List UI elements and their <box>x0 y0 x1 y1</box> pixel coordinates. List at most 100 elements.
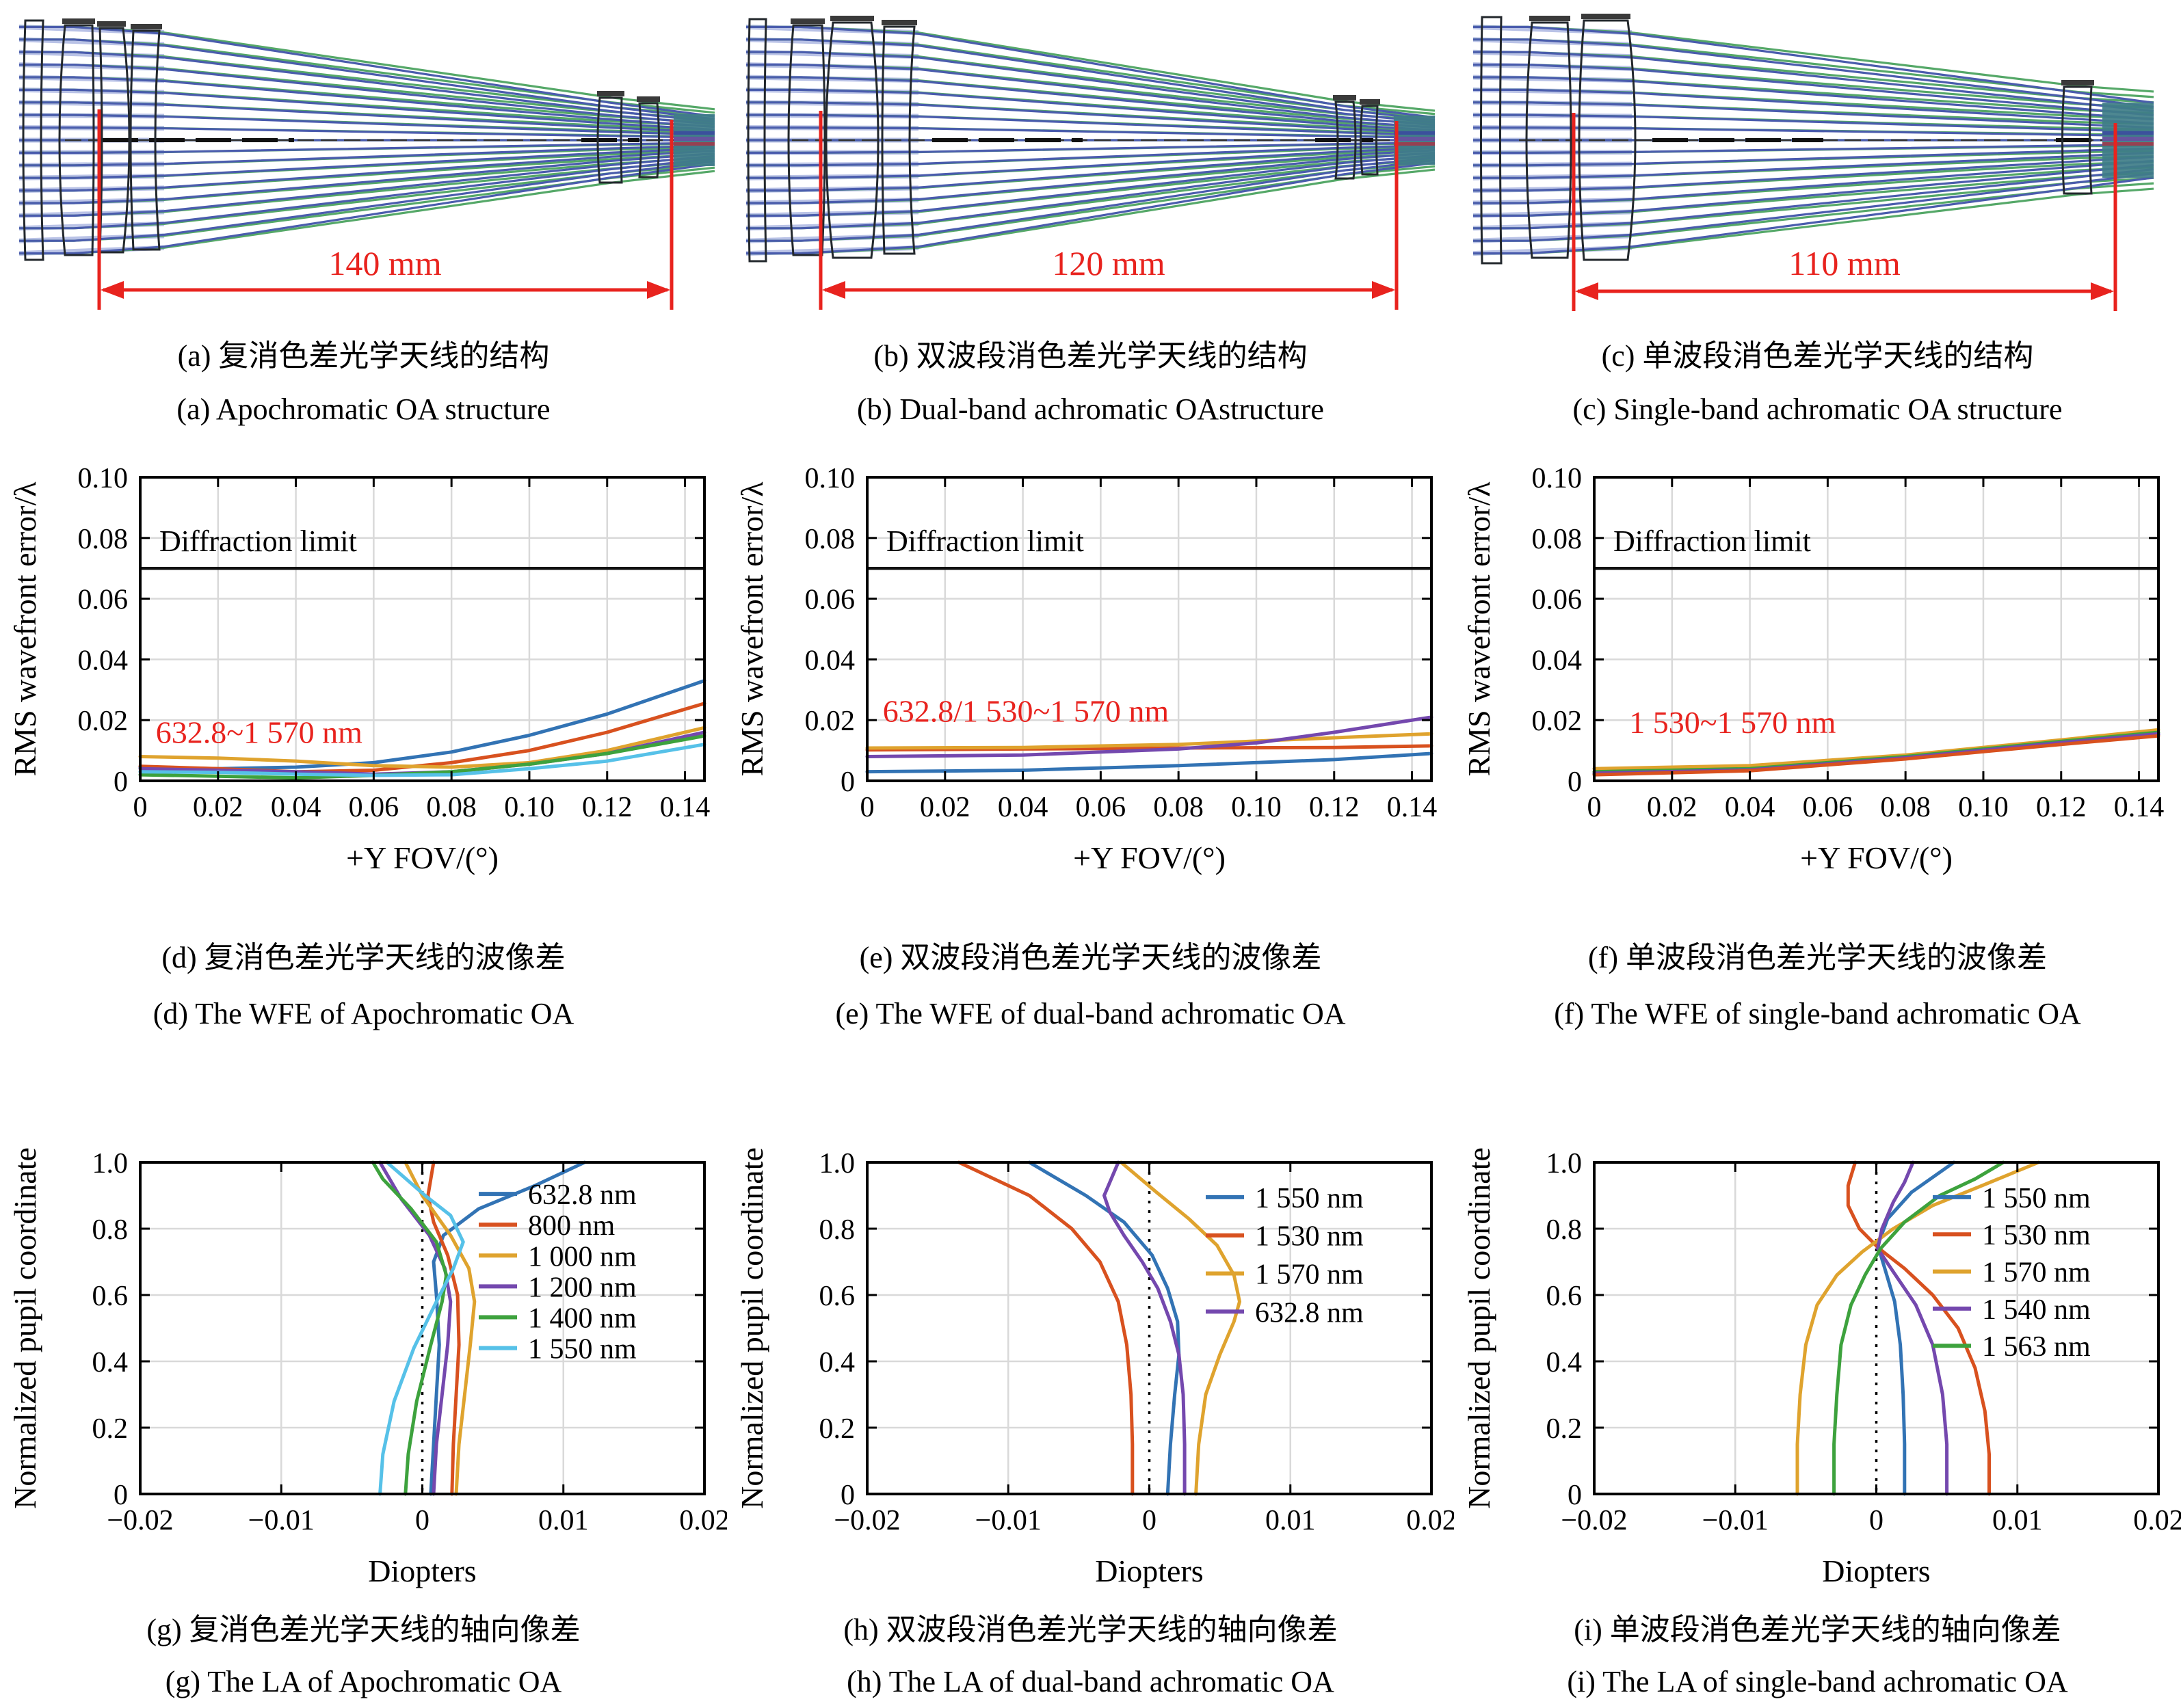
caption-g-zh: (g) 复消色差光学天线的轴向像差 <box>146 1613 581 1646</box>
ray-diagram <box>18 18 715 310</box>
lens-outline <box>1360 105 1379 176</box>
svg-text:0.12: 0.12 <box>582 792 633 823</box>
svg-text:0.4: 0.4 <box>1546 1347 1583 1378</box>
svg-text:0.2: 0.2 <box>1546 1413 1583 1445</box>
svg-text:0.02: 0.02 <box>78 706 129 737</box>
svg-text:0: 0 <box>1869 1505 1883 1536</box>
chart-body-g: −0.02 −0.01 0 0.01 0.02 0 0.2 0.4 0.6 0.8 1.0 Diopt… <box>8 1147 727 1588</box>
wfe-chart-f: Diffraction limit 1 530~1 570 nm 0 0.02 0.04… <box>1462 463 2165 875</box>
svg-text:0: 0 <box>415 1505 429 1536</box>
svg-text:632.8~1 570 nm: 632.8~1 570 nm <box>156 715 362 750</box>
svg-text:−0.02: −0.02 <box>1561 1505 1627 1536</box>
legend: 1 550 nm 1 530 nm 1 570 nm 1 540 nm 1 563 nm <box>1933 1183 2091 1363</box>
svg-text:1 200 nm: 1 200 nm <box>528 1272 637 1303</box>
svg-text:0.6: 0.6 <box>1546 1281 1583 1312</box>
panel-i: −0.02 −0.01 0 0.01 0.02 0 0.2 0.4 0.6 0.8 1.0 Diopt… <box>1454 1067 2181 1707</box>
lens-structure-diagram-a: 140 mm <box>18 18 715 310</box>
lens-outline <box>58 24 95 256</box>
arrowhead-left-icon <box>1575 282 1598 300</box>
caption-e-en: (e) The WFE of dual-band achromatic OA <box>835 997 1346 1030</box>
caption-f-en: (f) The WFE of single-band achromatic OA <box>1554 997 2081 1030</box>
svg-text:1 550 nm: 1 550 nm <box>1982 1183 2091 1214</box>
svg-text:0.08: 0.08 <box>1880 792 1931 823</box>
svg-text:Normalized pupil coordinate: Normalized pupil coordinate <box>1462 1147 1496 1509</box>
svg-text:1 570 nm: 1 570 nm <box>1982 1257 2091 1289</box>
svg-text:Diopters: Diopters <box>1095 1553 1203 1588</box>
lens-outline <box>1334 101 1357 180</box>
svg-text:0.4: 0.4 <box>819 1347 856 1378</box>
lens-outline <box>1525 21 1572 259</box>
series-1 000 nm <box>404 1160 477 1496</box>
caption-d: (d) 复消色差光学天线的波像差 (d) The WFE of Apochrom… <box>0 930 727 1042</box>
chart-body-i: −0.02 −0.01 0 0.01 0.02 0 0.2 0.4 0.6 0.8 1.0 Diopt… <box>1462 1147 2181 1588</box>
svg-text:0: 0 <box>1568 1480 1582 1511</box>
svg-text:1 550 nm: 1 550 nm <box>1255 1183 1364 1214</box>
lens-outline <box>98 27 131 254</box>
series-632.8 nm <box>865 715 1433 758</box>
dimension-label: 140 mm <box>328 244 441 282</box>
row-structures: 140 mm (a) 复消色差光学天线的结构 (a) Apochromatic … <box>0 0 2181 426</box>
svg-text:Diffraction limit: Diffraction limit <box>159 524 357 558</box>
caption-e: (e) 双波段消色差光学天线的波像差 (e) The WFE of dual-b… <box>727 930 1454 1042</box>
svg-text:−0.02: −0.02 <box>834 1505 900 1536</box>
lens-outline <box>596 96 623 184</box>
svg-text:0.14: 0.14 <box>2114 792 2165 823</box>
svg-text:0.8: 0.8 <box>1546 1214 1583 1246</box>
dimension-label: 110 mm <box>1788 244 1901 282</box>
arrowhead-right-icon <box>647 281 670 299</box>
svg-text:Diffraction limit: Diffraction limit <box>1613 524 1811 558</box>
svg-text:0.01: 0.01 <box>1265 1505 1316 1536</box>
svg-text:0.06: 0.06 <box>78 585 129 616</box>
caption-d-zh: (d) 复消色差光学天线的波像差 <box>161 941 566 974</box>
lens-outline <box>22 19 44 261</box>
caption-f-zh: (f) 单波段消色差光学天线的波像差 <box>1588 941 2047 974</box>
lens-outline <box>129 29 161 251</box>
series-632.8 nm <box>429 1160 587 1496</box>
caption-i-en: (i) The LA of single-band achromatic OA <box>1567 1665 2068 1698</box>
svg-text:0.12: 0.12 <box>1309 792 1360 823</box>
arrowhead-left-icon <box>101 281 124 299</box>
ray-diagram <box>745 16 1436 310</box>
svg-text:1 550 nm: 1 550 nm <box>528 1334 637 1365</box>
la-chart-h: −0.02 −0.01 0 0.01 0.02 0 0.2 0.4 0.6 0.8 1.0 Diopt… <box>735 1147 1454 1588</box>
svg-text:−0.01: −0.01 <box>975 1505 1042 1536</box>
svg-text:0.10: 0.10 <box>504 792 555 823</box>
panel-f: Diffraction limit 1 530~1 570 nm 0 0.02 0.04… <box>1454 424 2181 1067</box>
svg-text:+Y FOV/(°): +Y FOV/(°) <box>1800 840 1953 875</box>
series-1 530 nm <box>1846 1160 1991 1496</box>
lens-outline <box>881 25 916 255</box>
svg-text:+Y FOV/(°): +Y FOV/(°) <box>1073 840 1226 875</box>
svg-text:0: 0 <box>133 792 148 823</box>
caption-d-en: (d) The WFE of Apochromatic OA <box>153 997 574 1030</box>
svg-text:1.0: 1.0 <box>819 1148 856 1179</box>
svg-text:0.06: 0.06 <box>1076 792 1126 823</box>
svg-text:0.10: 0.10 <box>1231 792 1282 823</box>
svg-text:1 540 nm: 1 540 nm <box>1982 1294 2091 1326</box>
series-1 530 nm <box>1592 734 2160 777</box>
panel-e: Diffraction limit 632.8/1 530~1 570 nm 0 0.… <box>727 424 1454 1067</box>
svg-text:0.02: 0.02 <box>805 706 856 737</box>
svg-text:0.10: 0.10 <box>1532 463 1583 494</box>
svg-text:0.4: 0.4 <box>92 1347 129 1378</box>
panel-d: Diffraction limit 632.8~1 570 nm 0 0.02 0.04… <box>0 424 727 1067</box>
svg-text:0.10: 0.10 <box>78 463 129 494</box>
series-1 550 nm <box>1876 1160 1956 1496</box>
svg-text:0.08: 0.08 <box>426 792 477 823</box>
legend: 1 550 nm 1 530 nm 1 570 nm 632.8 nm <box>1206 1183 1364 1329</box>
caption-a-zh: (a) 复消色差光学天线的结构 <box>177 339 550 373</box>
series-1 550 nm <box>378 1160 465 1496</box>
svg-text:0.04: 0.04 <box>1532 645 1583 676</box>
lens-outline <box>2061 85 2093 195</box>
svg-text:RMS wavefront error/λ: RMS wavefront error/λ <box>1462 481 1496 777</box>
wfe-chart-d: Diffraction limit 632.8~1 570 nm 0 0.02 0.04… <box>8 463 710 875</box>
series-1 550 nm <box>1027 1160 1181 1496</box>
svg-text:1 530 nm: 1 530 nm <box>1255 1221 1364 1253</box>
la-chart-i: −0.02 −0.01 0 0.01 0.02 0 0.2 0.4 0.6 0.8 1.0 Diopt… <box>1462 1147 2181 1588</box>
svg-text:0.02: 0.02 <box>2133 1505 2181 1536</box>
svg-text:0.08: 0.08 <box>1153 792 1204 823</box>
series-1 000 nm <box>138 725 706 769</box>
svg-text:0.02: 0.02 <box>1406 1505 1454 1536</box>
svg-text:0.02: 0.02 <box>193 792 243 823</box>
panel-g: −0.02 −0.01 0 0.01 0.02 0 0.2 0.4 0.6 0.8 1.0 Diopt… <box>0 1067 727 1707</box>
svg-text:0.06: 0.06 <box>1532 585 1583 616</box>
